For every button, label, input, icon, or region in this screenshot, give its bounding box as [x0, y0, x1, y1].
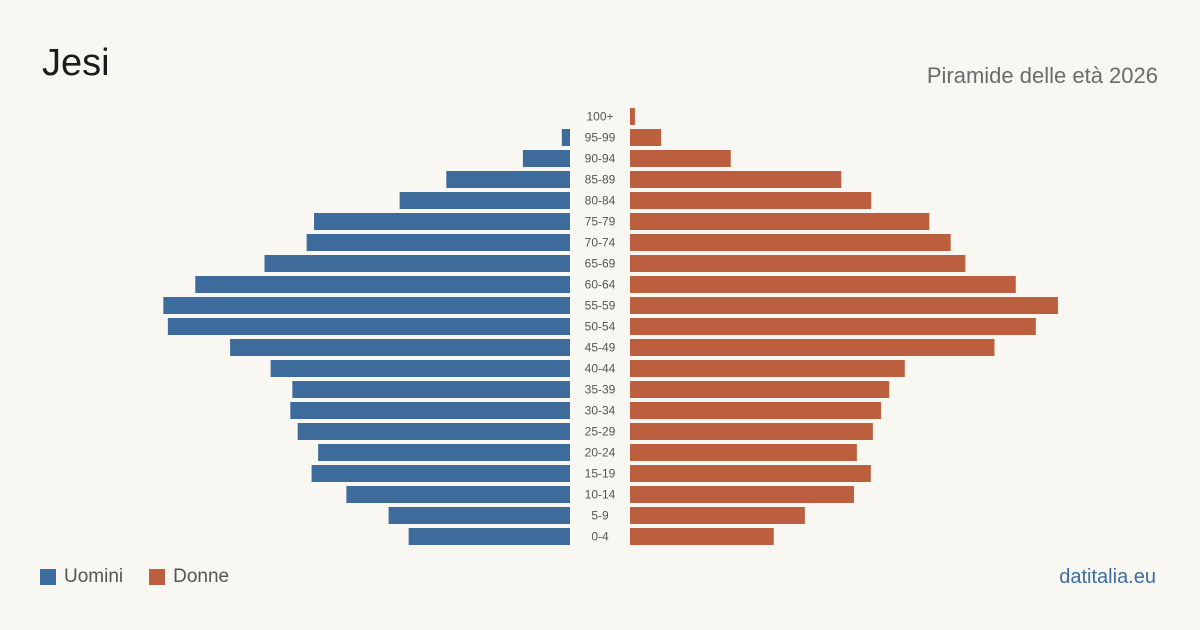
legend: Uomini Donne: [40, 566, 229, 588]
age-label-55-59: 55-59: [585, 299, 616, 313]
bar-women-95-99: [630, 129, 662, 146]
age-label-100plus: 100+: [586, 110, 613, 124]
bar-women-10-14: [630, 486, 855, 503]
legend-label-women: Donne: [173, 566, 230, 587]
bar-women-15-19: [630, 465, 871, 482]
age-label-90-94: 90-94: [585, 152, 616, 166]
chart-subtitle: Piramide delle età 2026: [926, 63, 1158, 88]
bar-women-35-39: [630, 381, 890, 398]
bar-women-30-34: [630, 402, 882, 419]
bar-men-5-9: [388, 507, 570, 524]
age-label-75-79: 75-79: [585, 215, 616, 229]
age-label-35-39: 35-39: [585, 383, 616, 397]
bar-men-70-74: [306, 234, 570, 251]
bar-men-90-94: [522, 150, 570, 167]
bar-women-5-9: [630, 507, 805, 524]
bar-men-35-39: [292, 381, 570, 398]
age-label-40-44: 40-44: [585, 362, 616, 376]
bar-women-90-94: [630, 150, 731, 167]
age-label-25-29: 25-29: [585, 425, 616, 439]
legend-label-men: Uomini: [64, 566, 124, 587]
bar-men-50-54: [167, 318, 570, 335]
age-label-65-69: 65-69: [585, 257, 616, 271]
bar-women-70-74: [630, 234, 951, 251]
age-label-5-9: 5-9: [591, 509, 609, 523]
bar-men-95-99: [561, 129, 570, 146]
bar-men-60-64: [195, 276, 571, 293]
age-label-20-24: 20-24: [585, 446, 616, 460]
bar-women-50-54: [630, 318, 1036, 335]
age-label-30-34: 30-34: [585, 404, 616, 418]
legend-item-women: Donne: [149, 566, 229, 588]
bar-women-100plus: [630, 108, 635, 125]
age-label-85-89: 85-89: [585, 173, 616, 187]
legend-swatch-women: [149, 569, 166, 585]
bar-men-15-19: [311, 465, 570, 482]
bar-women-45-49: [630, 339, 995, 356]
bar-women-85-89: [630, 171, 842, 188]
bar-men-55-59: [163, 297, 571, 314]
brand-link[interactable]: datitalia.eu: [1059, 566, 1156, 588]
bar-men-75-79: [314, 213, 570, 230]
age-label-45-49: 45-49: [585, 341, 616, 355]
bar-men-85-89: [446, 171, 570, 188]
bar-women-55-59: [630, 297, 1058, 314]
bar-women-20-24: [630, 444, 857, 461]
age-label-0-4: 0-4: [591, 530, 609, 544]
bar-women-65-69: [630, 255, 966, 272]
bar-women-60-64: [630, 276, 1016, 293]
age-label-60-64: 60-64: [585, 278, 616, 292]
age-label-95-99: 95-99: [585, 131, 616, 145]
age-label-80-84: 80-84: [585, 194, 616, 208]
bar-women-25-29: [630, 423, 873, 440]
bar-women-0-4: [630, 528, 774, 545]
age-label-70-74: 70-74: [585, 236, 616, 250]
bar-men-20-24: [318, 444, 570, 461]
bar-men-30-34: [290, 402, 570, 419]
bar-women-40-44: [630, 360, 905, 377]
age-label-15-19: 15-19: [585, 467, 616, 481]
bar-women-80-84: [630, 192, 872, 209]
bar-men-0-4: [408, 528, 570, 545]
bar-men-80-84: [399, 192, 570, 209]
bar-men-40-44: [270, 360, 570, 377]
bar-men-10-14: [346, 486, 570, 503]
bar-women-75-79: [630, 213, 930, 230]
bar-men-45-49: [230, 339, 570, 356]
bar-men-25-29: [297, 423, 570, 440]
bar-men-65-69: [264, 255, 570, 272]
age-label-50-54: 50-54: [585, 320, 616, 334]
chart-title: Jesi: [42, 42, 110, 84]
age-label-10-14: 10-14: [585, 488, 616, 502]
legend-swatch-men: [40, 569, 56, 585]
legend-item-men: Uomini: [40, 566, 123, 588]
